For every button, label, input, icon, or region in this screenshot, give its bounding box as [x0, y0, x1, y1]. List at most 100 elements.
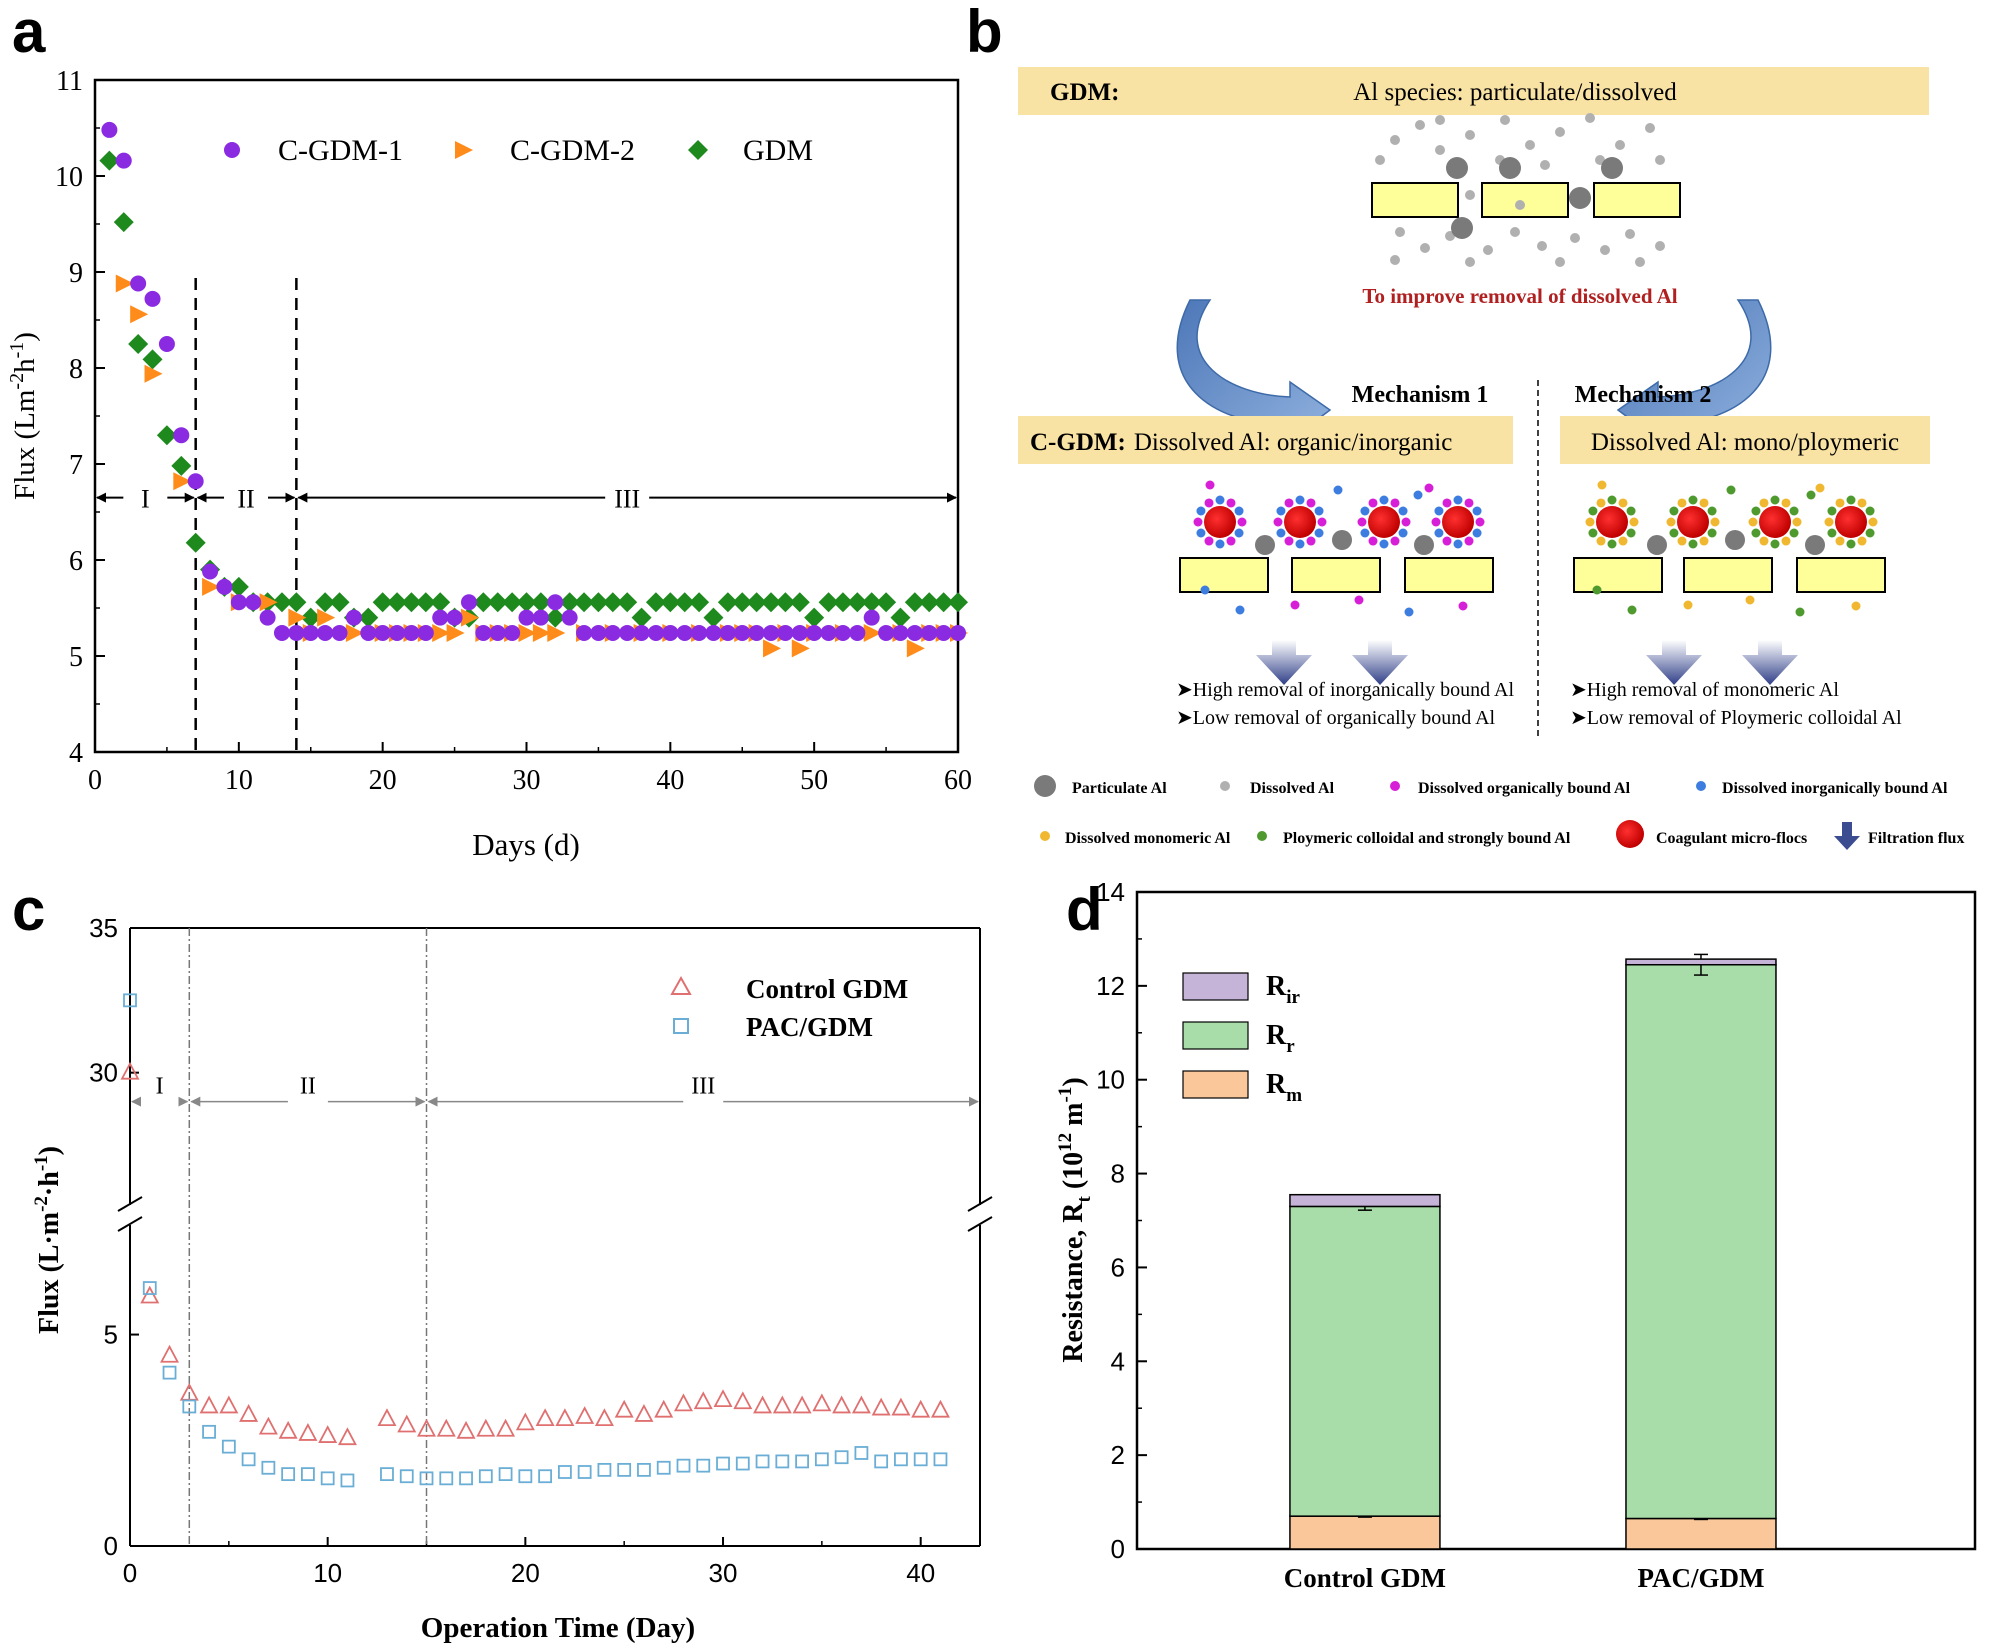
data-point-GDM [358, 607, 379, 628]
bound-al-particle [1360, 506, 1370, 516]
data-point-GDM [746, 592, 767, 613]
membrane-block [1291, 557, 1381, 593]
data-point-PAC/GDM [676, 1458, 691, 1473]
dissolved-al-particle [1500, 115, 1510, 125]
data-point-C-GDM-1 [403, 624, 420, 641]
y-tick-label: 10 [55, 162, 83, 193]
data-point-C-GDM-1 [604, 624, 621, 641]
data-point-C-GDM-1 [935, 624, 952, 641]
legend-b-label-2: Dissolved organically bound Al [1418, 780, 1631, 797]
data-point-Control GDM [496, 1418, 516, 1437]
y-tick-label: 8 [69, 354, 83, 385]
bound-al-particle [1865, 528, 1875, 538]
bar-Rir [1289, 1193, 1441, 1208]
data-point-PAC/GDM [735, 1456, 750, 1471]
axis-break-mark [117, 1196, 143, 1212]
data-point-C-GDM-1 [734, 624, 751, 641]
data-point-PAC/GDM [814, 1452, 829, 1467]
data-point-GDM [602, 592, 623, 613]
bound-al-particle [1626, 506, 1636, 516]
bound-al-particle [1618, 536, 1628, 546]
phase-label: I [156, 1074, 164, 1100]
data-point-C-GDM-1 [719, 624, 736, 641]
data-point-C-GDM-1 [432, 609, 449, 626]
data-point-C-GDM-2 [518, 623, 537, 642]
legend-c-marker-0 [670, 975, 692, 995]
bound-al-particle [1677, 536, 1687, 546]
data-point-C-GDM-1 [173, 427, 190, 444]
data-point-C-GDM-1 [475, 624, 492, 641]
legend-d-label-r: Rr [1266, 1020, 1295, 1057]
data-point-C-GDM-1 [115, 152, 132, 169]
particulate-al-particle [1647, 535, 1667, 555]
data-point-GDM [818, 592, 839, 613]
data-point-GDM [430, 592, 451, 613]
cgdm-banner [1018, 416, 1513, 464]
data-point-C-GDM-1 [561, 609, 578, 626]
data-point-C-GDM-2 [317, 608, 336, 627]
data-point-Control GDM [239, 1404, 259, 1422]
phase-label: III [614, 485, 640, 514]
axis-break-mark [967, 1196, 993, 1212]
data-point-PAC/GDM [399, 1469, 414, 1484]
bound-al-particle [1629, 517, 1639, 527]
passing-al-particle [1795, 607, 1805, 617]
data-point-GDM [876, 592, 897, 613]
coagulant-floc [1835, 506, 1867, 538]
particulate-al-particle [1601, 157, 1623, 179]
membrane-block [1371, 182, 1459, 218]
data-point-Control GDM [594, 1408, 614, 1427]
data-point-GDM [185, 532, 206, 553]
data-point-GDM [689, 592, 710, 613]
bound-al-particle [1196, 528, 1206, 538]
bound-al-particle [1472, 528, 1482, 538]
data-point-PAC/GDM [380, 1467, 394, 1482]
data-point-PAC/GDM [340, 1473, 355, 1488]
legend-b-icon-5 [1257, 831, 1267, 841]
data-point-GDM [804, 607, 825, 628]
dissolved-al-particle [1655, 155, 1665, 165]
gdm-species: Al species: particulate/dissolved [1353, 79, 1677, 106]
gdm-label: GDM: [1050, 79, 1119, 106]
data-point-C-GDM-1 [705, 624, 722, 641]
data-point-PAC/GDM [162, 1365, 177, 1380]
legend-b-icon-6 [1616, 820, 1644, 848]
data-point-Control GDM [555, 1408, 575, 1427]
passing-al-particle [1851, 601, 1861, 611]
data-point-C-GDM-1 [532, 609, 549, 626]
bound-al-particle [1707, 506, 1717, 516]
data-point-C-GDM-1 [518, 609, 535, 626]
particulate-al-particle [1255, 535, 1275, 555]
dissolved-al-particle [1333, 485, 1343, 495]
data-point-C-GDM-1 [446, 609, 463, 626]
bound-al-particle [1699, 498, 1709, 508]
data-point-Control GDM [397, 1414, 417, 1433]
data-point-GDM [789, 592, 810, 613]
data-point-C-GDM-2 [202, 577, 221, 596]
bound-al-particle [1284, 536, 1294, 546]
data-point-PAC/GDM [123, 993, 137, 1008]
data-point-Control GDM [654, 1399, 674, 1418]
data-point-GDM [387, 592, 408, 613]
bound-al-particle [1759, 536, 1769, 546]
data-point-Control GDM [673, 1393, 693, 1412]
bound-al-particle [1827, 528, 1837, 538]
data-point-C-GDM-1 [489, 624, 506, 641]
data-point-C-GDM-1 [576, 624, 593, 641]
data-point-C-GDM-1 [748, 624, 765, 641]
data-point-GDM [660, 592, 681, 613]
data-point-C-GDM-1 [662, 624, 679, 641]
dissolved-al-particle [1465, 130, 1475, 140]
data-point-Control GDM [575, 1406, 595, 1424]
data-point-Control GDM [120, 1061, 140, 1080]
data-point-C-GDM-1 [230, 594, 247, 611]
chart-d-ylabel: Resistance, Rt (1012 m-1) [1055, 1077, 1095, 1362]
legend-b-label-6: Coagulant micro-flocs [1656, 830, 1807, 847]
data-point-PAC/GDM [597, 1462, 612, 1477]
passing-al-particle [1200, 585, 1210, 595]
data-point-PAC/GDM [518, 1469, 533, 1484]
bound-al-particle [1677, 498, 1687, 508]
data-point-C-GDM-1 [590, 624, 607, 641]
data-point-C-GDM-1 [777, 624, 794, 641]
data-point-C-GDM-1 [820, 624, 837, 641]
